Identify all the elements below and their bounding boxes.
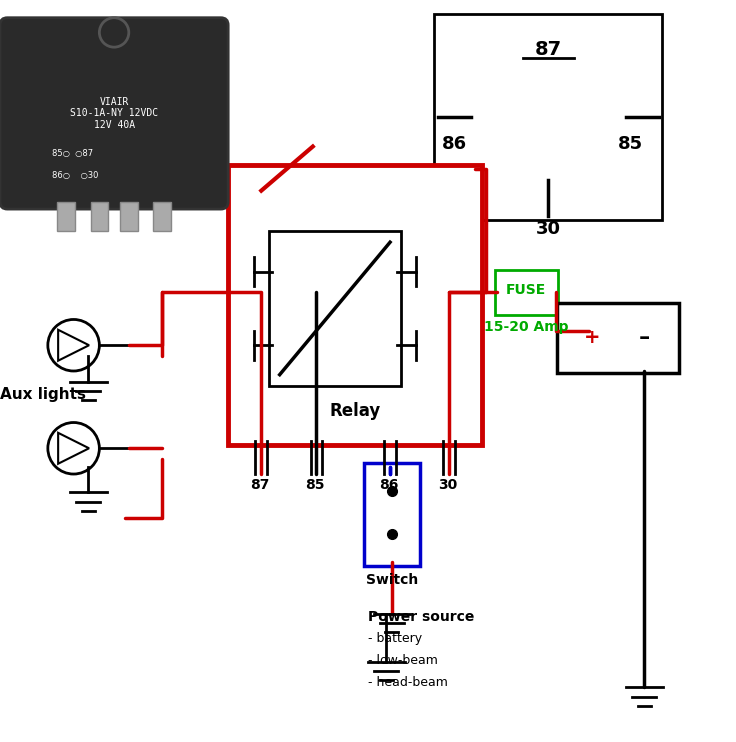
Text: 85: 85 <box>618 136 643 154</box>
FancyBboxPatch shape <box>57 202 75 232</box>
Text: - battery: - battery <box>368 632 422 646</box>
Text: Switch: Switch <box>366 574 418 588</box>
FancyBboxPatch shape <box>269 232 401 386</box>
Text: 87: 87 <box>535 40 562 59</box>
FancyBboxPatch shape <box>91 202 108 232</box>
FancyBboxPatch shape <box>364 463 420 566</box>
FancyBboxPatch shape <box>120 202 138 232</box>
Text: Power source: Power source <box>368 610 475 624</box>
Text: 85: 85 <box>305 478 325 492</box>
Text: 87: 87 <box>250 478 269 492</box>
Text: 30: 30 <box>536 220 561 238</box>
FancyBboxPatch shape <box>228 165 482 444</box>
Text: VIAIR
S10-1A-NY 12VDC
12V 40A: VIAIR S10-1A-NY 12VDC 12V 40A <box>70 96 158 130</box>
FancyBboxPatch shape <box>153 202 171 232</box>
Text: - head-beam: - head-beam <box>368 677 448 689</box>
Text: 86○    ○30: 86○ ○30 <box>52 171 98 180</box>
Text: 86: 86 <box>442 136 467 154</box>
FancyBboxPatch shape <box>495 270 558 315</box>
FancyBboxPatch shape <box>0 18 228 209</box>
Text: - low-beam: - low-beam <box>368 654 438 667</box>
Text: –: – <box>639 328 650 348</box>
Text: Relay: Relay <box>330 402 381 421</box>
Text: +: + <box>584 329 601 347</box>
Text: 30: 30 <box>438 478 457 492</box>
FancyBboxPatch shape <box>557 303 679 373</box>
FancyBboxPatch shape <box>434 14 662 220</box>
Text: FUSE: FUSE <box>506 283 546 297</box>
Text: Aux lights: Aux lights <box>0 387 86 402</box>
Text: 85○  ○87: 85○ ○87 <box>52 149 93 158</box>
Text: 15-20 Amp: 15-20 Amp <box>484 321 568 334</box>
Text: 86: 86 <box>379 478 398 492</box>
